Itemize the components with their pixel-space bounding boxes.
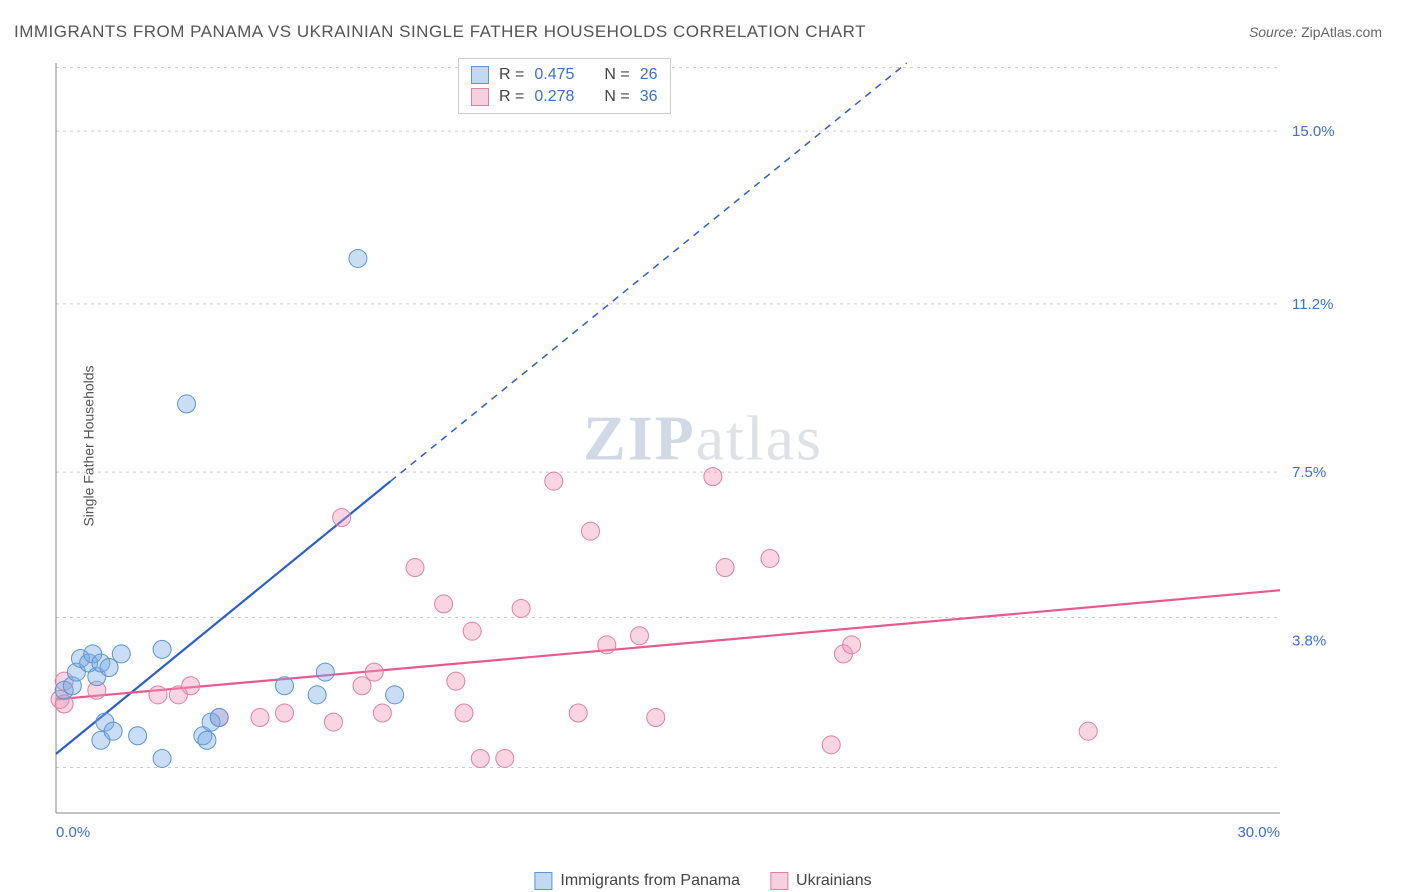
legend-bottom: Immigrants from Panama Ukrainians: [534, 872, 871, 890]
data-point-pink: [275, 704, 293, 722]
data-point-blue: [104, 722, 122, 740]
data-point-pink: [647, 709, 665, 727]
data-point-pink: [761, 549, 779, 567]
data-point-pink: [630, 627, 648, 645]
n-value: 26: [640, 66, 658, 84]
data-point-blue: [316, 663, 334, 681]
trend-line-pink: [56, 590, 1280, 699]
data-point-blue: [178, 395, 196, 413]
legend-item: Ukrainians: [770, 872, 872, 890]
y-tick-label: 3.8%: [1292, 632, 1326, 649]
x-tick-label: 30.0%: [1237, 824, 1280, 841]
n-label: N =: [604, 66, 629, 84]
data-point-blue: [129, 727, 147, 745]
legend-swatch-blue: [534, 872, 552, 890]
legend-swatch-blue: [471, 66, 489, 84]
data-point-pink: [182, 677, 200, 695]
x-tick-label: 0.0%: [56, 824, 90, 841]
scatter-chart-svg: 3.8% 7.5% 11.2% 15.0% 0.0% 30.0%: [50, 55, 1340, 845]
trend-line-blue-dashed: [391, 63, 907, 481]
data-point-blue: [198, 731, 216, 749]
data-point-pink: [512, 599, 530, 617]
data-point-pink: [598, 636, 616, 654]
data-point-pink: [716, 559, 734, 577]
data-point-blue: [210, 709, 228, 727]
r-value: 0.278: [534, 88, 574, 106]
data-point-pink: [447, 672, 465, 690]
data-point-pink: [251, 709, 269, 727]
y-tick-label: 15.0%: [1292, 123, 1335, 140]
legend-swatch-pink: [770, 872, 788, 890]
n-value: 36: [640, 88, 658, 106]
data-point-pink: [496, 749, 514, 767]
data-point-blue: [153, 640, 171, 658]
data-point-blue: [153, 749, 171, 767]
data-point-pink: [333, 509, 351, 527]
data-point-blue: [349, 249, 367, 267]
data-point-pink: [406, 559, 424, 577]
source-label: Source:: [1249, 24, 1301, 40]
data-point-pink: [822, 736, 840, 754]
data-point-pink: [545, 472, 563, 490]
chart-title: IMMIGRANTS FROM PANAMA VS UKRAINIAN SING…: [14, 22, 866, 42]
y-tick-label: 11.2%: [1292, 296, 1333, 313]
data-point-pink: [149, 686, 167, 704]
data-point-pink: [324, 713, 342, 731]
data-point-blue: [308, 686, 326, 704]
data-point-pink: [471, 749, 489, 767]
legend-stats-row: R = 0.475 N = 26: [471, 64, 658, 86]
data-point-pink: [435, 595, 453, 613]
legend-item: Immigrants from Panama: [534, 872, 740, 890]
legend-stats-box: R = 0.475 N = 26 R = 0.278 N = 36: [458, 58, 671, 114]
data-point-pink: [455, 704, 473, 722]
data-point-pink: [365, 663, 383, 681]
data-point-pink: [581, 522, 599, 540]
legend-swatch-pink: [471, 88, 489, 106]
r-value: 0.475: [534, 66, 574, 84]
source-name: ZipAtlas.com: [1301, 24, 1382, 40]
data-point-pink: [704, 468, 722, 486]
data-point-blue: [275, 677, 293, 695]
r-label: R =: [499, 88, 524, 106]
data-point-pink: [463, 622, 481, 640]
data-point-pink: [569, 704, 587, 722]
y-tick-label: 7.5%: [1292, 464, 1326, 481]
legend-label: Ukrainians: [796, 872, 872, 890]
data-point-blue: [112, 645, 130, 663]
legend-label: Immigrants from Panama: [560, 872, 740, 890]
chart-area: 3.8% 7.5% 11.2% 15.0% 0.0% 30.0%: [50, 55, 1340, 845]
data-point-pink: [373, 704, 391, 722]
data-point-pink: [1079, 722, 1097, 740]
data-point-pink: [843, 636, 861, 654]
r-label: R =: [499, 66, 524, 84]
legend-stats-row: R = 0.278 N = 36: [471, 86, 658, 108]
source-attribution: Source: ZipAtlas.com: [1249, 24, 1382, 40]
n-label: N =: [604, 88, 629, 106]
data-point-blue: [386, 686, 404, 704]
